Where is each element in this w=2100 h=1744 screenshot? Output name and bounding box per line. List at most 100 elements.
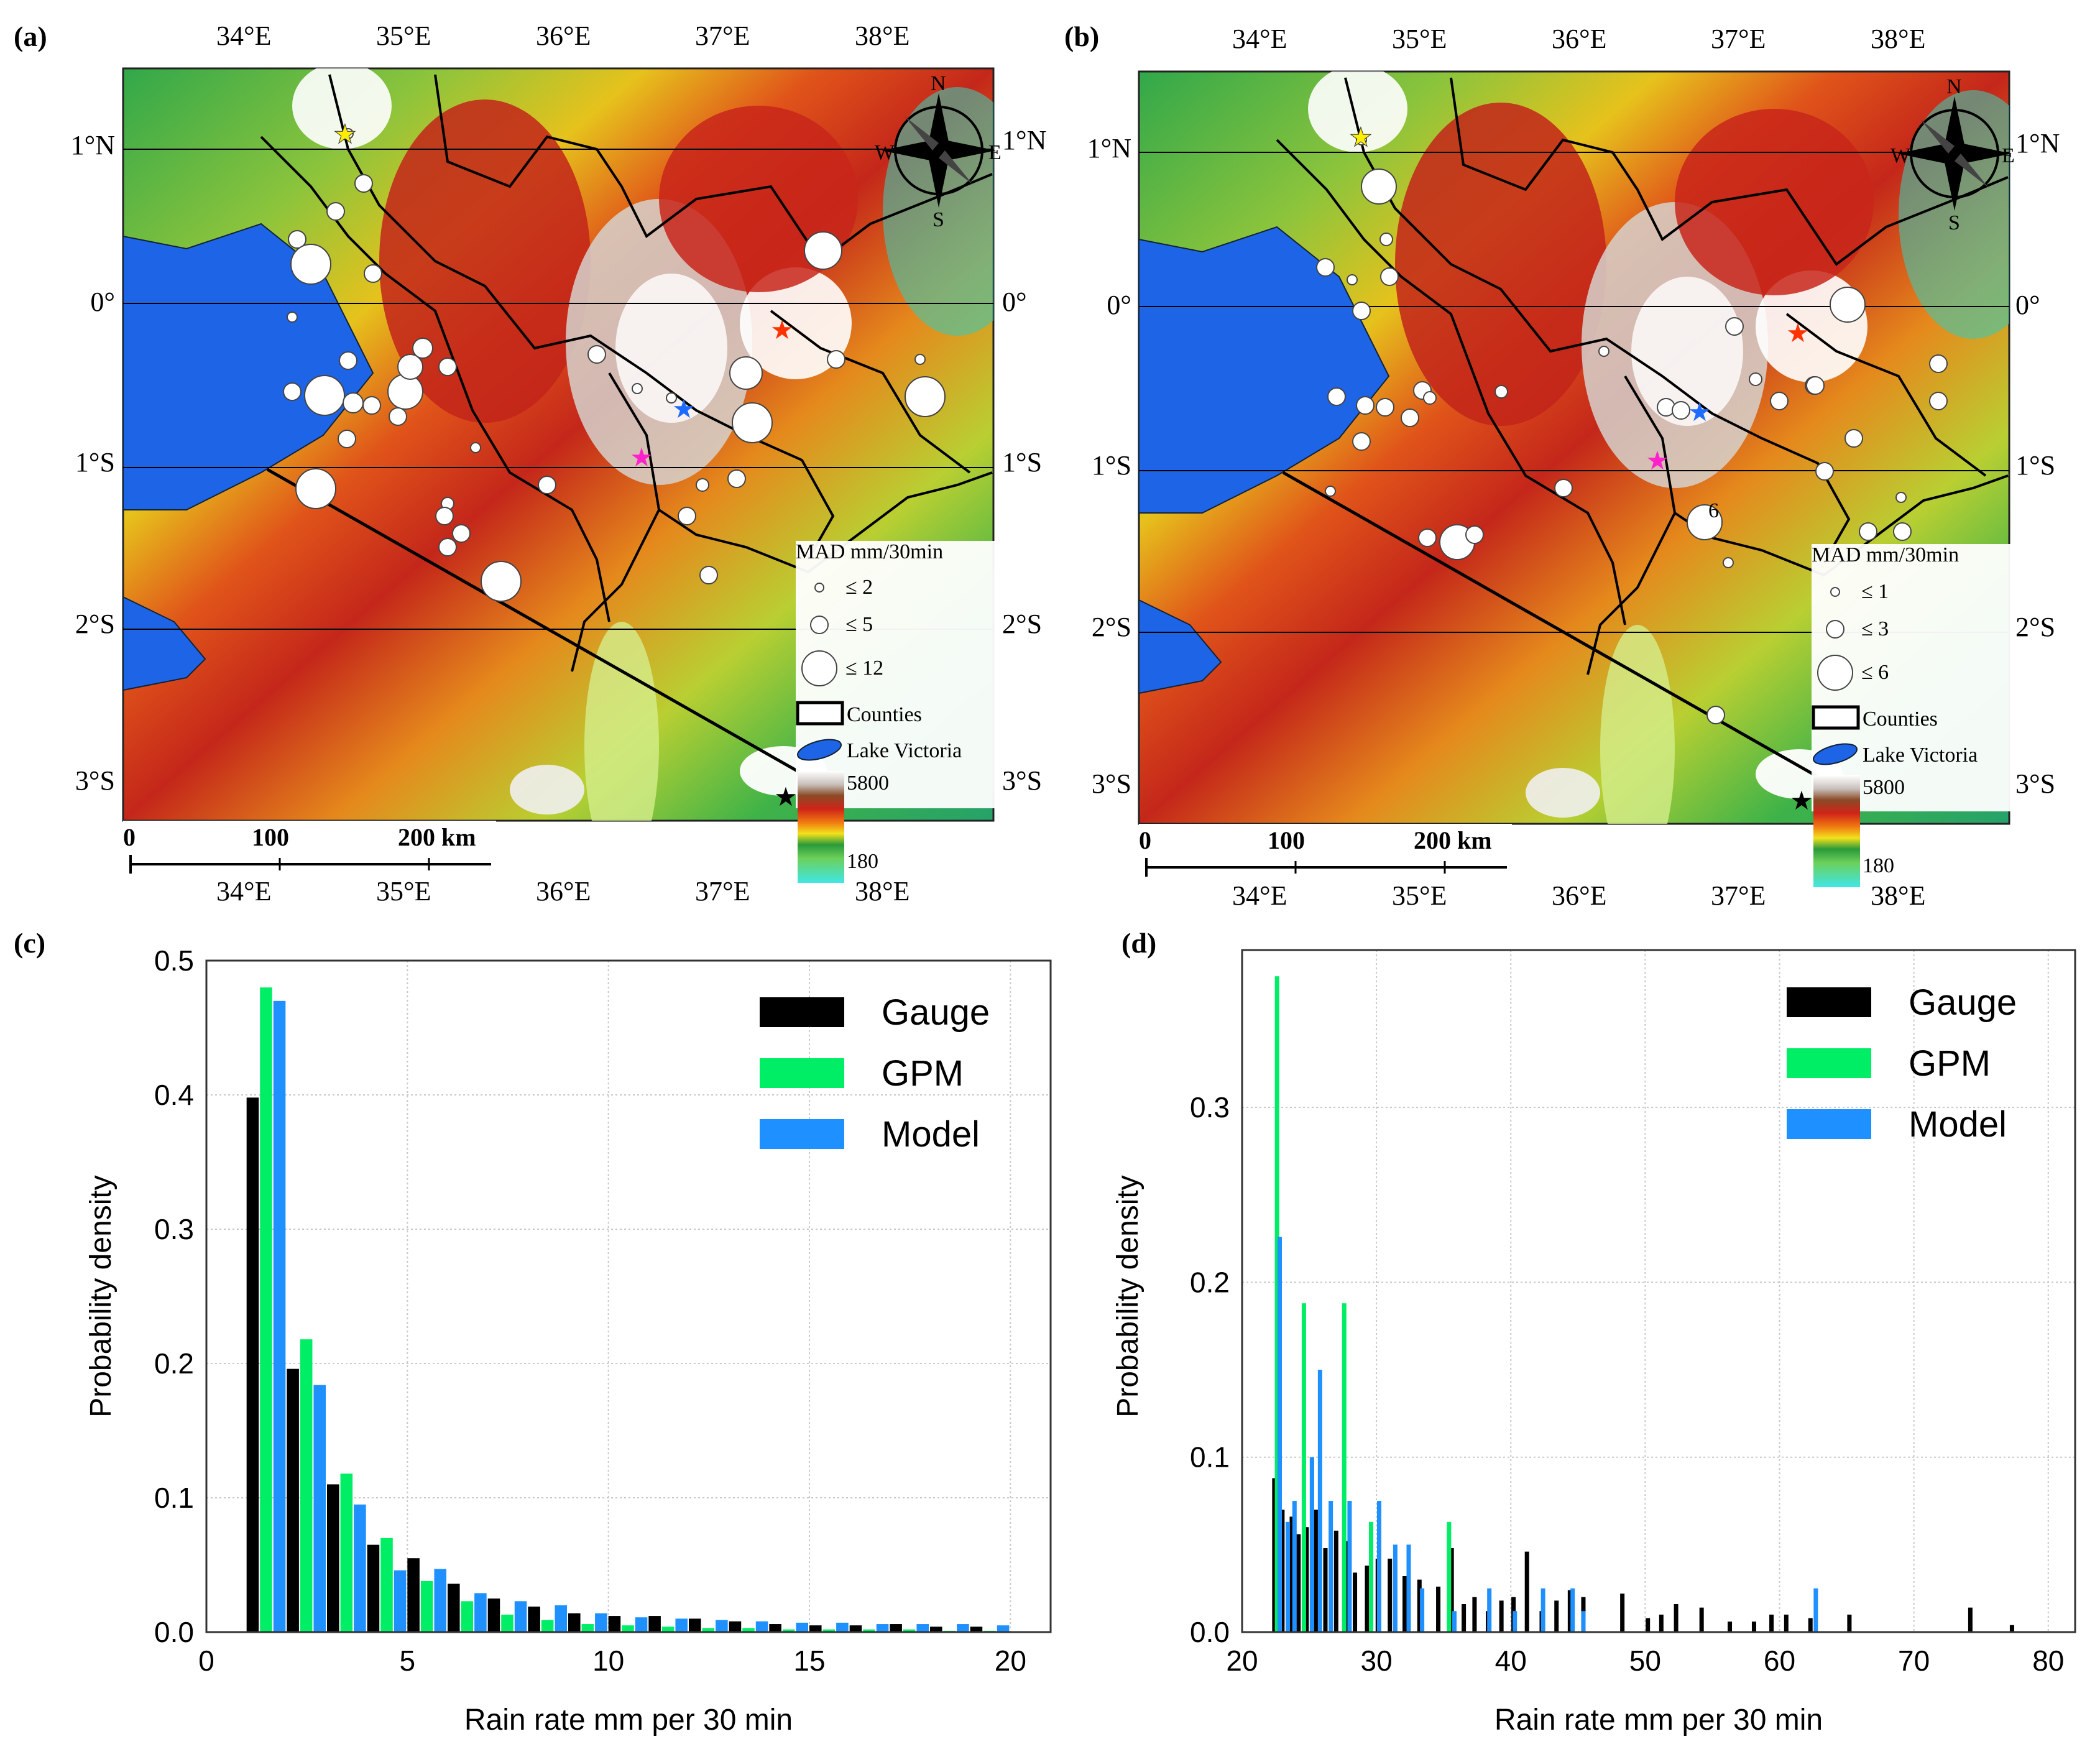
scale-bar-a: 0 100 200 km bbox=[123, 821, 496, 883]
x-tick-label: 30 bbox=[1361, 1645, 1393, 1677]
bar-gauge bbox=[1769, 1614, 1774, 1632]
map-b-bottom-lon-labels: 34°E 35°E 36°E 37°E 38°E bbox=[1232, 880, 1925, 911]
scale-label-200: 200 km bbox=[398, 823, 476, 851]
bar-model bbox=[1309, 1457, 1314, 1632]
bar-gpm bbox=[300, 1339, 313, 1632]
bar-gauge bbox=[769, 1624, 781, 1632]
bar-gauge bbox=[1296, 1534, 1301, 1632]
legend-label-model: Model bbox=[882, 1114, 980, 1155]
x-tick-labels: 0 5 10 15 20 bbox=[198, 1645, 1026, 1677]
bar-gauge bbox=[648, 1616, 661, 1632]
mad-station-circles bbox=[1316, 134, 1948, 724]
bar-gpm bbox=[822, 1629, 836, 1632]
lake-victoria bbox=[122, 223, 374, 691]
bar-model bbox=[1540, 1588, 1545, 1632]
bar-model bbox=[474, 1593, 487, 1632]
bar-gauge bbox=[327, 1484, 339, 1632]
lat-label: 1°S bbox=[75, 447, 115, 478]
bar-model bbox=[1376, 1501, 1381, 1632]
map-panel-b: (b) bbox=[1064, 21, 2060, 911]
lon-label: 36°E bbox=[1552, 880, 1606, 911]
x-tick-label: 60 bbox=[1764, 1645, 1795, 1677]
bar-gpm bbox=[581, 1624, 594, 1632]
legend-swatch-model bbox=[760, 1119, 844, 1149]
y-tick-label: 0.3 bbox=[154, 1213, 194, 1245]
map-a-top-lon-labels: 34°E 35°E 36°E 37°E 38°E bbox=[216, 21, 910, 51]
legend-a-title: MAD mm/30min bbox=[796, 540, 943, 563]
bar-gauge bbox=[1699, 1607, 1704, 1632]
lat-label: 0° bbox=[2015, 290, 2040, 320]
compass-w-label: W bbox=[1890, 144, 1911, 167]
y-tick-label: 0.2 bbox=[1190, 1266, 1230, 1298]
legend-a-counties: Counties bbox=[847, 703, 922, 726]
compass-w-label: W bbox=[875, 141, 895, 164]
bar-gauge bbox=[890, 1624, 902, 1632]
bar-gauge bbox=[970, 1626, 983, 1632]
bar-gauge bbox=[1388, 1558, 1393, 1632]
y-tick-label: 0.1 bbox=[154, 1482, 194, 1514]
bar-gpm bbox=[1368, 1521, 1373, 1632]
lon-label: 35°E bbox=[1392, 24, 1447, 54]
bar-gpm bbox=[782, 1629, 795, 1632]
bar-gauge bbox=[1646, 1618, 1651, 1632]
bar-model bbox=[1317, 1370, 1322, 1632]
bar-gauge bbox=[1345, 1541, 1350, 1632]
bar-gpm bbox=[501, 1614, 513, 1632]
grid-lines bbox=[1241, 950, 2075, 1633]
county-boundaries bbox=[1276, 77, 2009, 675]
bar-gauge bbox=[849, 1625, 862, 1632]
bar-gpm bbox=[461, 1601, 474, 1632]
legend-label-model: Model bbox=[1909, 1104, 2007, 1145]
legend-b-elev-max: 5800 bbox=[1863, 776, 1905, 799]
lon-label: 35°E bbox=[376, 876, 431, 907]
bar-model bbox=[876, 1624, 889, 1632]
compass-rose: N S E W bbox=[1890, 75, 2015, 234]
plot-frame bbox=[1241, 949, 2076, 1633]
bar-gauge bbox=[809, 1625, 822, 1632]
bar-model bbox=[394, 1570, 407, 1632]
lon-label: 38°E bbox=[855, 21, 910, 51]
x-tick-label: 70 bbox=[1898, 1645, 1930, 1677]
lat-label: 0° bbox=[1002, 287, 1027, 317]
map-b-top-lon-labels: 34°E 35°E 36°E 37°E 38°E bbox=[1232, 24, 1925, 54]
x-tick-label: 40 bbox=[1495, 1645, 1527, 1677]
star-blue-marker: ★ bbox=[1688, 397, 1711, 427]
lat-label: 1°N bbox=[1087, 133, 1131, 164]
bar-gauge bbox=[287, 1368, 299, 1632]
legend-swatch-gpm bbox=[760, 1058, 844, 1088]
map-b-left-lat-labels: 1°N 0° 1°S 2°S 3°S bbox=[1087, 133, 1131, 799]
y-tick-label: 0.1 bbox=[1190, 1441, 1230, 1474]
compass-e-label: E bbox=[988, 141, 1002, 164]
star-magenta-marker: ★ bbox=[1646, 445, 1669, 476]
bar-model bbox=[1570, 1588, 1575, 1632]
bar-gpm bbox=[1301, 1303, 1306, 1632]
bar-model bbox=[555, 1605, 567, 1632]
bar-model bbox=[836, 1622, 849, 1632]
location-stars: ★ ★ ★ ★ ★ bbox=[333, 119, 798, 813]
legend-label-gauge: Gauge bbox=[1909, 982, 2017, 1023]
bar-gpm bbox=[661, 1626, 675, 1632]
lat-label: 2°S bbox=[1002, 609, 1042, 639]
star-yellow-marker: ★ bbox=[1349, 122, 1373, 152]
location-stars: ★ ★ ★ ★ ★ bbox=[1349, 122, 1813, 816]
bar-gpm bbox=[420, 1580, 433, 1632]
bar-model bbox=[957, 1624, 969, 1632]
bar-gauge bbox=[1674, 1603, 1679, 1632]
legend-a-elev-min: 180 bbox=[847, 850, 878, 873]
lon-label: 38°E bbox=[1871, 24, 1925, 54]
bar-model bbox=[434, 1569, 446, 1632]
x-axis-label: Rain rate mm per 30 min bbox=[1494, 1704, 1823, 1737]
lat-label: 2°S bbox=[75, 609, 115, 639]
bar-gauge bbox=[1751, 1622, 1756, 1632]
histogram-panel-d: (d) 20 30 40 50 60 70 80 0.0 0.1 0.2 0.3 Rain rat… bbox=[1112, 927, 2076, 1737]
bar-model bbox=[796, 1622, 808, 1632]
legend-swatch-model bbox=[1787, 1109, 1871, 1139]
lon-label: 37°E bbox=[1711, 24, 1766, 54]
bar-model bbox=[273, 1000, 286, 1632]
x-axis-label: Rain rate mm per 30 min bbox=[464, 1704, 793, 1737]
lon-label: 35°E bbox=[1392, 880, 1447, 911]
legend-label-gpm: GPM bbox=[1909, 1043, 1991, 1084]
scale-bar-b: 0 100 200 km bbox=[1139, 824, 1512, 886]
map-b-right-lat-labels: 1°N 0° 1°S 2°S 3°S bbox=[2015, 128, 2060, 799]
bar-model bbox=[1452, 1611, 1457, 1632]
